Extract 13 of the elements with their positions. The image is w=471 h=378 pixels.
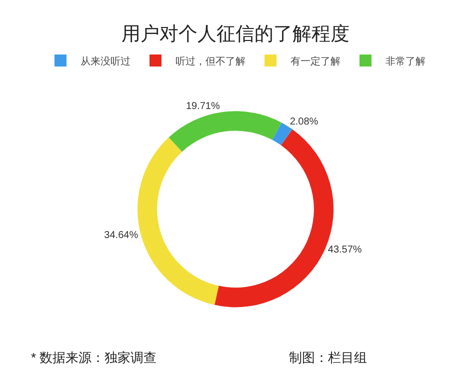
data-label: 19.71% (186, 101, 220, 112)
data-label: 43.57% (328, 244, 362, 256)
donut-slice (138, 137, 219, 305)
data-label: 34.64% (104, 230, 138, 241)
legend-label: 从来没听过 (80, 55, 130, 68)
donut-slice (168, 111, 282, 152)
data-label: 2.08% (290, 116, 318, 128)
chart-title: 用户对个人征信的了解程度 (122, 22, 350, 45)
text: 制图：栏目组 (289, 350, 367, 365)
legend-label: 有一定了解 (290, 55, 340, 68)
legend-label: 听过，但不了解 (176, 55, 246, 68)
text: * 数据来源：独家调查 (31, 350, 157, 365)
legend-label: 非常了解 (386, 55, 426, 68)
